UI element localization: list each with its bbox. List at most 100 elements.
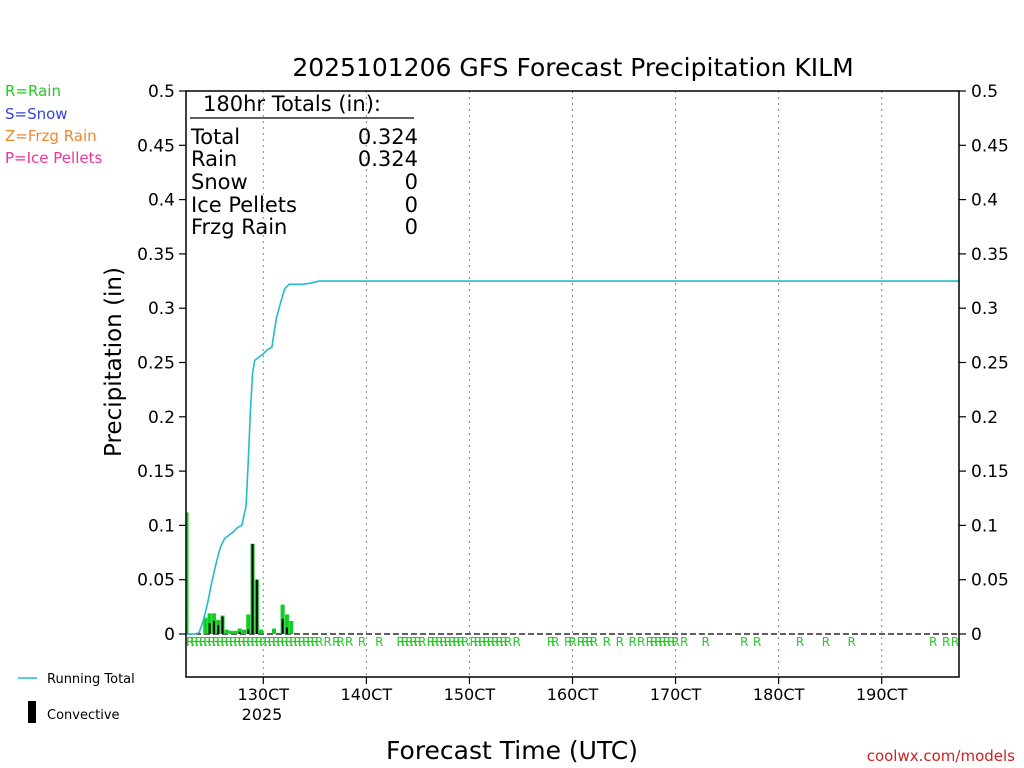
ptype-letter: R — [405, 635, 413, 649]
running-total-line — [186, 280, 959, 635]
precip-bar — [237, 628, 242, 634]
convective-bar — [208, 623, 211, 634]
x-axis-ticks: 130CT 140CT 150CT 160CT 170CT 180CT 190CT — [238, 677, 908, 704]
ptype-letter: R — [551, 635, 559, 649]
ptype-letter: R — [345, 635, 353, 649]
y-tick-label-left: 0.5 — [148, 82, 175, 102]
legend-rain: R=Rain — [5, 82, 61, 100]
ptype-letter: R — [564, 635, 572, 649]
ptype-letter: R — [220, 635, 228, 649]
year-label: 2025 — [242, 705, 283, 724]
y-tick-label-right: 0.45 — [971, 136, 1009, 156]
ptype-letter: R — [491, 635, 499, 649]
ptype-letter: R — [375, 635, 383, 649]
ptype-letter: R — [547, 635, 555, 649]
y-tick-label-left: 0 — [164, 625, 175, 645]
ptype-letter: R — [663, 635, 671, 649]
convective-bar — [217, 625, 220, 634]
totals-value-rain: 0.324 — [358, 147, 418, 171]
ptype-letter: R — [298, 635, 306, 649]
y-axis-ticks: 0 00.05 0.050.1 0.10.15 0.150.2 0.20.25 0.250.… — [137, 82, 1009, 645]
y-tick-label-right: 0.35 — [971, 245, 1009, 265]
ptype-letter: R — [242, 635, 250, 649]
convective-bar — [238, 631, 241, 634]
convective-legend-label: Convective — [47, 708, 120, 723]
gridlines — [186, 91, 959, 677]
ptype-letter: R — [302, 635, 310, 649]
ptype-letter: R — [225, 635, 233, 649]
y-tick-label-left: 0.2 — [148, 408, 175, 428]
y-tick-label-left: 0.25 — [137, 354, 175, 374]
precip-bar — [259, 629, 264, 634]
ptype-letter: R — [263, 635, 271, 649]
y-tick-label-right: 0.15 — [971, 462, 1009, 482]
y-tick-label-left: 0.45 — [137, 136, 175, 156]
ptype-letter: R — [487, 635, 495, 649]
ptype-letter: R — [500, 635, 508, 649]
convective-bar — [251, 543, 254, 634]
chart-title: 2025101206 GFS Forecast Precipitation KI… — [292, 53, 853, 82]
ptype-letter: R — [577, 635, 585, 649]
ptype-letter: R — [268, 635, 276, 649]
ptype-letter: R — [212, 635, 220, 649]
ptype-letter: R — [315, 635, 323, 649]
ptype-letter: R — [590, 635, 598, 649]
ptype-letter: R — [753, 635, 761, 649]
y-tick-label-right: 0 — [971, 625, 982, 645]
ptype-letter: R — [929, 635, 937, 649]
ptype-letter: R — [427, 635, 435, 649]
totals-value-frzg-rain: 0 — [405, 215, 418, 239]
ptype-letter: R — [414, 635, 422, 649]
precip-bar — [284, 614, 289, 634]
precip-bar — [289, 620, 294, 634]
totals-label-frzg-rain: Frzg Rain — [191, 215, 287, 239]
ptype-letter: R — [495, 635, 503, 649]
ptype-letter: R — [680, 635, 688, 649]
x-tick-label: 190CT — [856, 685, 908, 704]
x-tick-label: 180CT — [753, 685, 805, 704]
ptype-letter: R — [259, 635, 267, 649]
y-tick-label-right: 0.2 — [971, 408, 998, 428]
totals-rows: Total 0.324 Rain 0.324 Snow 0 Ice Pellet… — [190, 125, 418, 239]
ptype-letter: R — [586, 635, 594, 649]
ptype-letter: R — [332, 635, 340, 649]
ptype-letter: R — [452, 635, 460, 649]
ptype-letter: R — [482, 635, 490, 649]
ptype-letter: R — [654, 635, 662, 649]
ptype-letter: R — [324, 635, 332, 649]
convective-bar — [212, 620, 215, 634]
y-tick-label-right: 0.5 — [971, 82, 998, 102]
convective-bar — [281, 618, 284, 634]
ptype-letter: R — [208, 635, 216, 649]
precip-bar — [271, 628, 277, 634]
convective-bars — [208, 543, 288, 634]
ptype-letter: R — [281, 635, 289, 649]
x-tick-label: 150CT — [444, 685, 496, 704]
y-tick-label-left: 0.35 — [137, 245, 175, 265]
ptype-letter: R — [195, 635, 203, 649]
ptype-letter: R — [628, 635, 636, 649]
ptype-letter: R — [457, 635, 465, 649]
y-tick-label-left: 0.3 — [148, 299, 175, 319]
y-tick-label-right: 0.3 — [971, 299, 998, 319]
ptype-letter: R — [504, 635, 512, 649]
ptype-letter: R — [186, 635, 194, 649]
x-axis-label: Forecast Time (UTC) — [386, 736, 638, 765]
ptype-letter: R — [311, 635, 319, 649]
ptype-letter: R — [229, 635, 237, 649]
y-tick-label-right: 0.4 — [971, 191, 998, 211]
ptype-letter: R — [431, 635, 439, 649]
ptype-letter: R — [701, 635, 709, 649]
totals-label-total: Total — [190, 125, 240, 149]
totals-label-snow: Snow — [191, 170, 248, 194]
precip-bar — [241, 629, 247, 634]
totals-value-ice-pellets: 0 — [405, 193, 418, 217]
ptype-letter: R — [444, 635, 452, 649]
ptype-letter: R — [199, 635, 207, 649]
x-tick-label: 160CT — [547, 685, 599, 704]
ptype-letter: R — [401, 635, 409, 649]
legend-frzg-rain: Z=Frzg Rain — [5, 127, 97, 145]
x-tick-label: 130CT — [238, 685, 290, 704]
ptype-letter: R — [272, 635, 280, 649]
